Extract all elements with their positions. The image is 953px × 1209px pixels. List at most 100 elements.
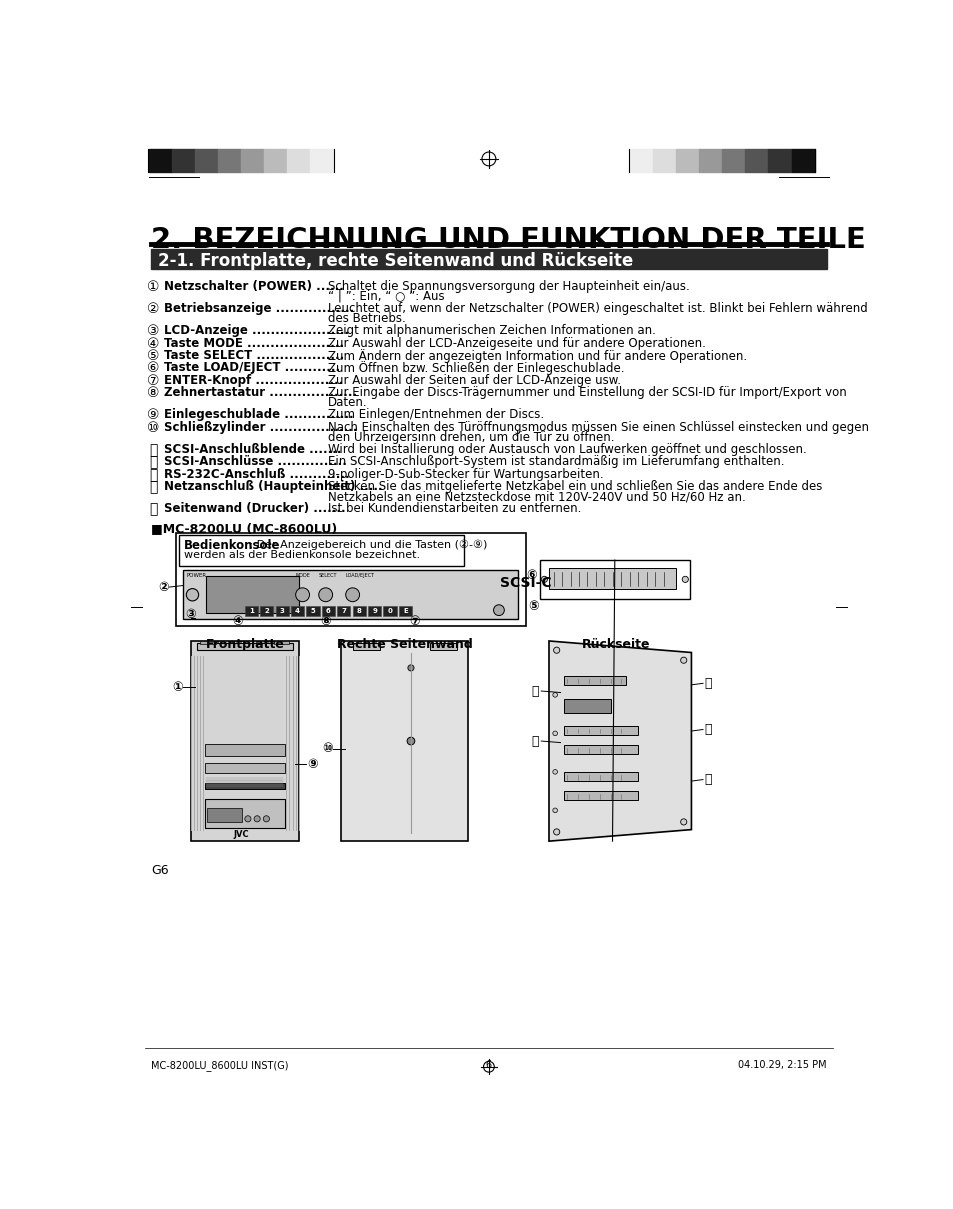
Text: 2: 2 <box>264 608 269 614</box>
Text: Taste MODE .....................: Taste MODE ..................... <box>164 337 344 349</box>
Bar <box>175 533 525 625</box>
Bar <box>191 641 298 841</box>
Text: 9-poliger-D-Sub-Stecker für Wartungsarbeiten.: 9-poliger-D-Sub-Stecker für Wartungsarbe… <box>328 468 603 481</box>
Text: ⑨: ⑨ <box>147 409 159 422</box>
Bar <box>205 799 285 828</box>
Bar <box>205 763 285 774</box>
Circle shape <box>345 588 359 602</box>
Bar <box>341 641 468 841</box>
Circle shape <box>540 577 547 583</box>
Bar <box>721 149 744 172</box>
Bar <box>336 606 350 617</box>
Bar <box>564 791 637 800</box>
Text: ⑬: ⑬ <box>149 468 157 481</box>
Text: G6: G6 <box>151 864 169 878</box>
Text: 5: 5 <box>311 608 315 614</box>
Text: ⑮: ⑮ <box>531 684 538 698</box>
Text: Daten.: Daten. <box>328 397 367 409</box>
Text: LCD-Anzeige .....................: LCD-Anzeige ..................... <box>164 324 349 337</box>
Text: 7: 7 <box>341 608 346 614</box>
Text: LOAD/EJECT: LOAD/EJECT <box>345 573 375 578</box>
Bar <box>767 149 791 172</box>
Text: 3: 3 <box>279 608 284 614</box>
Text: SCSI-C: SCSI-C <box>499 577 551 590</box>
Circle shape <box>245 816 251 822</box>
Circle shape <box>318 588 333 602</box>
Bar <box>194 149 217 172</box>
Text: SELECT: SELECT <box>318 573 337 578</box>
Bar <box>564 771 637 781</box>
Circle shape <box>553 829 559 835</box>
Bar <box>310 149 333 172</box>
Text: werden als der Bedienkonsole bezeichnet.: werden als der Bedienkonsole bezeichnet. <box>184 550 419 560</box>
Text: ①: ① <box>172 681 182 694</box>
Text: ⑬: ⑬ <box>704 723 711 736</box>
Text: ④: ④ <box>232 615 242 629</box>
Text: Rechte Seitenwand: Rechte Seitenwand <box>336 638 472 650</box>
Text: Schaltet die Spannungsversorgung der Haupteinheit ein/aus.: Schaltet die Spannungsversorgung der Hau… <box>328 279 689 293</box>
Text: ③: ③ <box>186 607 196 620</box>
Text: Frontplatte: Frontplatte <box>205 638 284 650</box>
Bar <box>149 149 172 172</box>
Text: E: E <box>402 608 407 614</box>
Text: SCSI-Anschlüsse ...............: SCSI-Anschlüsse ............... <box>164 456 347 468</box>
Text: 04.10.29, 2:15 PM: 04.10.29, 2:15 PM <box>738 1060 826 1070</box>
Bar <box>429 642 456 650</box>
Bar <box>217 149 241 172</box>
Bar <box>652 149 676 172</box>
Bar <box>564 699 610 712</box>
Text: Seitenwand (Drucker) .......: Seitenwand (Drucker) ....... <box>164 503 345 515</box>
Text: Zum Ändern der angezeigten Information und für andere Operationen.: Zum Ändern der angezeigten Information u… <box>328 349 746 363</box>
Bar <box>398 606 412 617</box>
Text: ⑦: ⑦ <box>147 374 159 388</box>
Bar <box>306 606 319 617</box>
Text: ⑨: ⑨ <box>307 758 317 770</box>
Bar <box>548 568 676 589</box>
Text: : Der Anzeigebereich und die Tasten (②-⑨): : Der Anzeigebereich und die Tasten (②-⑨… <box>245 539 486 550</box>
Bar <box>353 642 379 650</box>
Text: Zeigt mit alphanumerischen Zeichen Informationen an.: Zeigt mit alphanumerischen Zeichen Infor… <box>328 324 655 337</box>
Text: ⑥: ⑥ <box>147 361 159 376</box>
Text: 4: 4 <box>294 608 300 614</box>
Text: POWER: POWER <box>186 573 206 578</box>
Bar <box>353 606 365 617</box>
Text: ENTER-Knopf ...................: ENTER-Knopf ................... <box>164 374 343 387</box>
Text: ③: ③ <box>147 324 159 339</box>
Text: 6: 6 <box>485 1060 492 1070</box>
Text: “ | ”: Ein, “ ○ ”: Aus: “ | ”: Ein, “ ○ ”: Aus <box>328 290 444 302</box>
Text: Netzschalter (POWER) ......: Netzschalter (POWER) ...... <box>164 279 343 293</box>
Text: Taste LOAD/EJECT ............: Taste LOAD/EJECT ............ <box>164 361 340 375</box>
Bar <box>676 149 699 172</box>
Text: Ein SCSI-Anschlußport-System ist standardmäßig im Lieferumfang enthalten.: Ein SCSI-Anschlußport-System ist standar… <box>328 456 783 468</box>
Bar <box>260 606 274 617</box>
Text: ⑪: ⑪ <box>704 773 711 786</box>
Text: 6: 6 <box>326 608 331 614</box>
Bar <box>791 149 814 172</box>
Text: Zehnertastatur ...................: Zehnertastatur ................... <box>164 386 356 399</box>
Text: ⑤: ⑤ <box>147 349 159 363</box>
Bar <box>183 571 517 619</box>
Bar <box>197 642 293 650</box>
Bar <box>207 808 241 822</box>
Text: ⑤: ⑤ <box>528 600 538 613</box>
Bar <box>629 149 652 172</box>
Bar <box>205 745 285 757</box>
Circle shape <box>552 808 557 812</box>
Bar <box>172 149 194 172</box>
Bar <box>291 606 304 617</box>
Text: ⑭: ⑭ <box>149 480 157 494</box>
Bar <box>564 676 625 684</box>
Text: 8: 8 <box>356 608 361 614</box>
Bar <box>564 725 637 735</box>
Text: ②: ② <box>147 302 159 317</box>
Text: MC-8200LU_8600LU INST(G): MC-8200LU_8600LU INST(G) <box>151 1060 288 1071</box>
Text: ⑧: ⑧ <box>147 386 159 400</box>
Text: ⑪: ⑪ <box>149 442 157 457</box>
Text: ■MC-8200LU (MC-8600LU): ■MC-8200LU (MC-8600LU) <box>151 522 336 536</box>
Text: ⑩: ⑩ <box>321 742 333 756</box>
Circle shape <box>679 818 686 825</box>
Text: MODE: MODE <box>295 573 311 578</box>
Text: Zur Eingabe der Discs-Trägernummer und Einstellung der SCSI-ID für Import/Export: Zur Eingabe der Discs-Trägernummer und E… <box>328 386 846 399</box>
Polygon shape <box>548 641 691 841</box>
Text: 0: 0 <box>387 608 392 614</box>
